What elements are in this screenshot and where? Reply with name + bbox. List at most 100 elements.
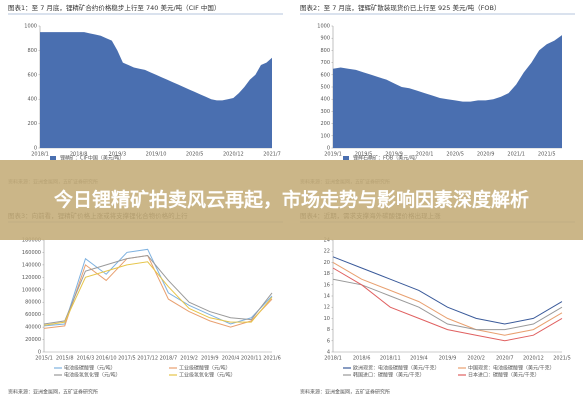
- x-tick-label: 2019/1: [324, 152, 342, 158]
- y-tick-label: 12: [324, 305, 330, 311]
- x-tick-label: 2018/11: [380, 356, 401, 362]
- legend-label: 锂辉石精矿：FOB（美元/吨）: [353, 155, 420, 162]
- legend-label: 欧洲现货：电池级碳酸锂（美元/千克）: [353, 365, 440, 372]
- y-tick-label: 400: [27, 97, 37, 103]
- x-tick-label: 2020/2: [467, 356, 485, 362]
- area: [333, 35, 562, 148]
- line: [332, 267, 563, 342]
- x-tick-label: 2017/5: [118, 356, 136, 362]
- x-tick-label: 2019/4: [410, 356, 428, 362]
- y-tick-label: 140000: [22, 262, 41, 268]
- y-tick-label: 20000: [25, 337, 41, 343]
- legend-label: 工业级氢氧化锂（元/吨）: [179, 372, 236, 379]
- legend-label: 工业级碳酸锂（元/吨）: [179, 365, 231, 372]
- line: [43, 261, 273, 326]
- x-tick-label: 2021/6: [263, 356, 281, 362]
- line: [43, 255, 273, 325]
- legend-label: 电池级氢氧化锂（元/吨）: [64, 372, 121, 379]
- headline: 今日锂精矿拍卖风云再起，市场走势与影响因素深度解析: [53, 189, 529, 211]
- line: [332, 256, 563, 325]
- line: [332, 278, 563, 331]
- y-tick-label: 1000: [317, 24, 330, 30]
- y-tick-label: 24: [324, 238, 330, 244]
- y-tick-label: 700: [320, 60, 330, 66]
- y-tick-label: 400: [320, 97, 330, 103]
- x-tick-label: 2021/1: [507, 152, 525, 158]
- x-tick-label: 2017/12: [137, 356, 158, 362]
- x-tick-label: 2016/10: [96, 356, 117, 362]
- y-tick-label: 120000: [22, 275, 41, 281]
- y-tick-label: 60000: [25, 312, 41, 318]
- x-tick-label: 2015/1: [35, 356, 53, 362]
- x-tick-label: 2019/3: [109, 152, 127, 158]
- y-tick-label: 160000: [22, 250, 41, 256]
- source-note: 资料来源：亚洲金属网，五矿证券研究所: [8, 389, 98, 396]
- x-tick-label: 2020/12: [523, 356, 544, 362]
- x-tick-label: 2016/3: [77, 356, 95, 362]
- area: [40, 32, 272, 148]
- x-tick-label: 2019/5: [355, 152, 373, 158]
- x-tick-label: 2020/9: [477, 152, 495, 158]
- legend-swatch: [50, 156, 56, 160]
- y-tick-label: 0: [38, 350, 41, 356]
- y-tick-label: 900: [320, 36, 330, 42]
- y-tick-label: 22: [324, 249, 330, 255]
- x-tick-label: 2020/7: [496, 356, 514, 362]
- x-tick-label: 2020/5: [446, 152, 464, 158]
- y-tick-label: 180000: [22, 238, 41, 244]
- legend-label: 电池级碳酸锂（元/吨）: [64, 365, 116, 372]
- x-tick-label: 2018/6: [353, 356, 371, 362]
- x-tick-label: 2020/11: [241, 356, 262, 362]
- y-tick-label: 600: [27, 72, 37, 78]
- y-tick-label: 8: [327, 327, 330, 333]
- y-tick-label: 18: [324, 271, 330, 277]
- x-tick-label: 2018/7: [160, 356, 178, 362]
- y-tick-label: 4: [327, 350, 330, 356]
- x-tick-label: 2020/1: [416, 152, 434, 158]
- legend-label: 锂精矿：CIF中国（美元/吨）: [60, 155, 125, 162]
- y-tick-label: 40000: [25, 325, 41, 331]
- x-tick-label: 2021/5: [553, 356, 571, 362]
- y-tick-label: 600: [320, 72, 330, 78]
- y-tick-label: 6: [327, 338, 330, 344]
- x-tick-label: 2019/9: [439, 356, 457, 362]
- y-tick-label: 500: [320, 85, 330, 91]
- line: [332, 261, 563, 336]
- x-tick-label: 2019/9: [201, 356, 219, 362]
- x-tick-label: 2021/7: [263, 152, 281, 158]
- x-tick-label: 2018/1: [324, 356, 342, 362]
- legend-label: 中国现货：电池级碳酸锂（美元/千克）: [468, 365, 555, 372]
- line: [43, 248, 273, 327]
- x-tick-label: 2019/2: [180, 356, 198, 362]
- y-tick-label: 100000: [22, 287, 41, 293]
- y-tick-label: 300: [320, 109, 330, 115]
- chart-title: 图表2：至 7 月底，锂辉矿散装现货价已上行至 925 美元/吨（FOB）: [300, 3, 500, 12]
- x-tick-label: 2020/12: [223, 152, 244, 158]
- legend-label: 韩国进口：碳酸锂（美元/千克）: [353, 372, 425, 379]
- y-tick-label: 0: [327, 146, 330, 152]
- headline-banner: 今日锂精矿拍卖风云再起，市场走势与影响因素深度解析: [0, 160, 583, 240]
- line: [43, 255, 273, 329]
- x-tick-label: 2020/4: [222, 356, 240, 362]
- y-tick-label: 200: [27, 121, 37, 127]
- y-tick-label: 80000: [25, 300, 41, 306]
- x-tick-label: 2018/1: [31, 152, 49, 158]
- y-tick-label: 800: [320, 48, 330, 54]
- y-tick-label: 20: [324, 260, 330, 266]
- y-tick-label: 10: [324, 316, 330, 322]
- x-tick-label: 2019/10: [146, 152, 167, 158]
- x-tick-label: 2018/8: [70, 152, 88, 158]
- chart-title: 图表1：至 7 月底，锂精矿合约价格稳步上行至 740 美元/吨（CIF 中国）: [8, 3, 220, 12]
- legend-label: 日本进口：碳酸锂（美元/千克）: [468, 372, 540, 379]
- source-note: 资料来源：亚洲金属网，五矿证券研究所: [300, 389, 390, 396]
- y-tick-label: 800: [27, 48, 37, 54]
- y-tick-label: 200: [320, 121, 330, 127]
- y-tick-label: 16: [324, 282, 330, 288]
- y-tick-label: 14: [324, 294, 330, 300]
- y-tick-label: 1000: [24, 24, 37, 30]
- x-tick-label: 2015/8: [56, 356, 74, 362]
- y-tick-label: 0: [34, 146, 37, 152]
- x-tick-label: 2019/9: [385, 152, 403, 158]
- x-tick-label: 2021/5: [538, 152, 556, 158]
